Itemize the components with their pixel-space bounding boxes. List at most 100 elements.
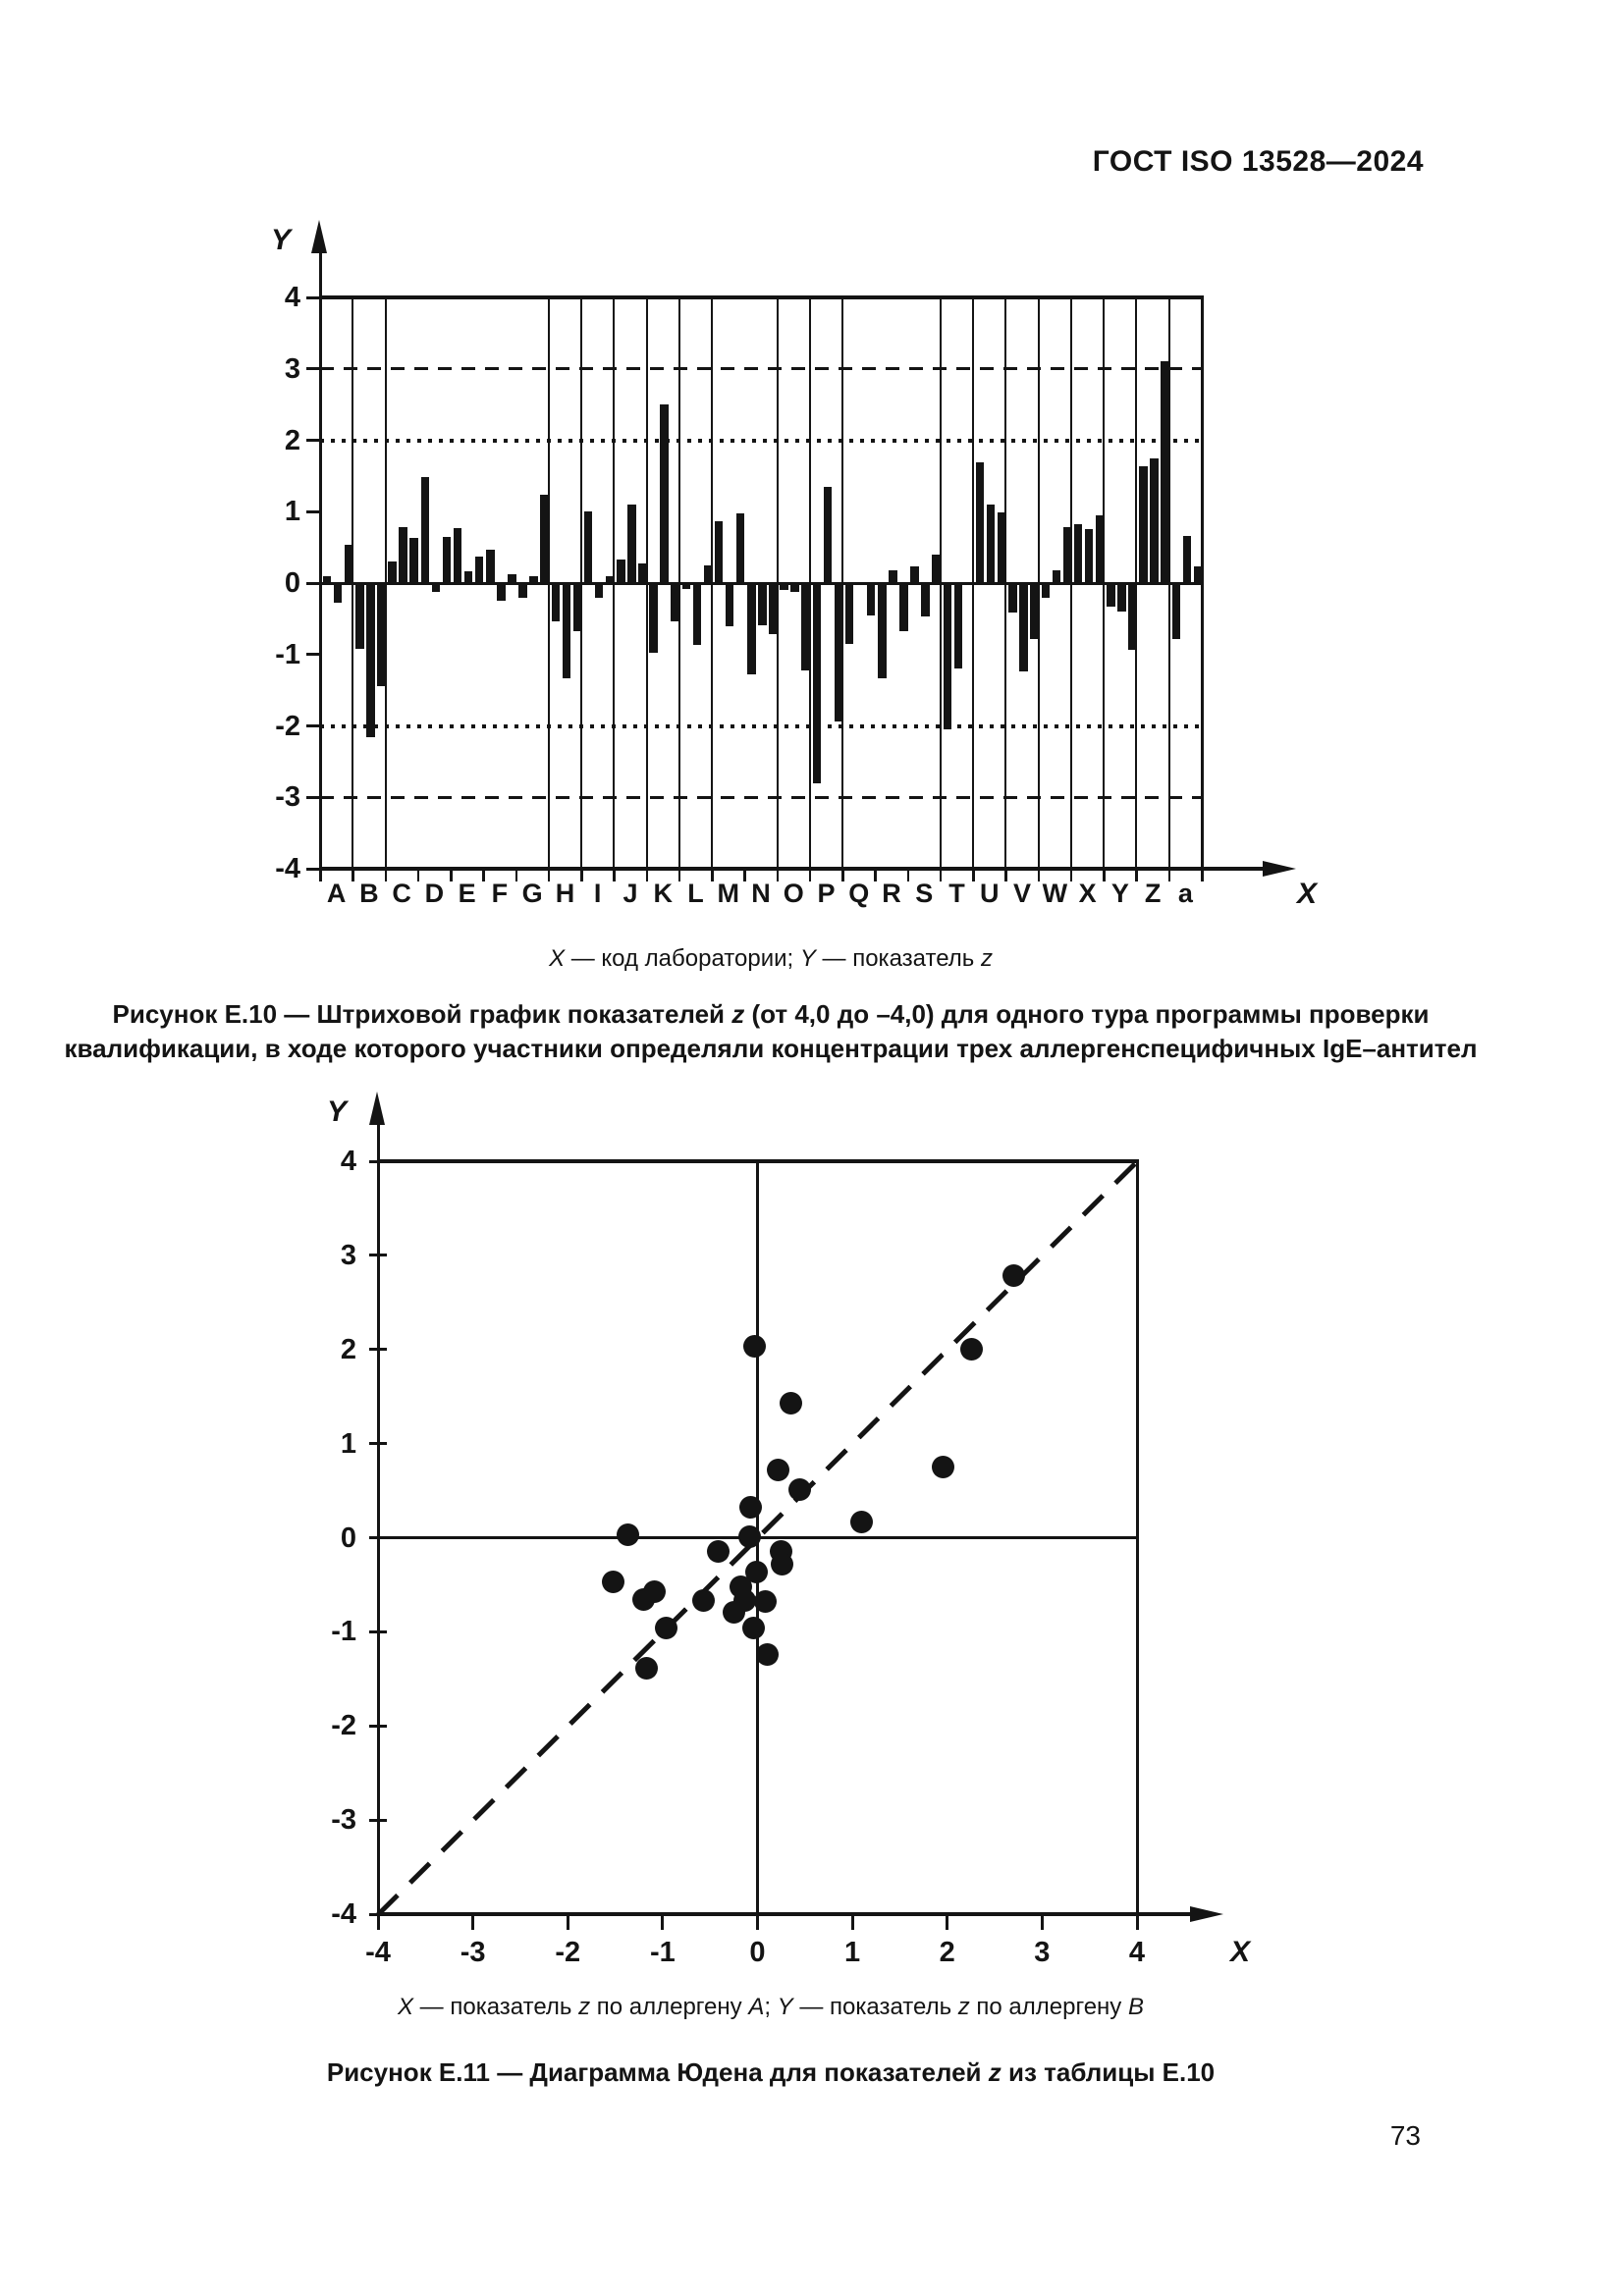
x-axis-line — [320, 867, 1267, 871]
x-boundary-tick — [1167, 871, 1171, 881]
lab-separator-G — [547, 297, 550, 869]
text-segment: — показатель — [413, 1994, 579, 2020]
bar-A-allergen-2 — [333, 583, 343, 604]
scatter-point-11 — [602, 1571, 625, 1594]
bar-X-allergen-3 — [1095, 514, 1105, 583]
y-tick-0 — [306, 581, 320, 585]
y-tick--3 — [369, 1818, 387, 1822]
bar-P-allergen-1 — [812, 583, 822, 783]
bar-E-allergen-2 — [463, 571, 473, 583]
plot-right-border — [1136, 1159, 1139, 1914]
x-boundary-tick — [514, 871, 518, 881]
category-label-T: T — [948, 879, 965, 908]
scatter-point-13 — [642, 1579, 666, 1603]
bar-Y-allergen-2 — [1117, 583, 1126, 613]
text-segment: Y — [799, 945, 816, 972]
lab-separator-S — [939, 297, 942, 869]
scatter-point-7 — [707, 1540, 731, 1564]
category-label-J: J — [623, 879, 638, 908]
text-segment: A — [748, 1994, 765, 2020]
bar-N-allergen-2 — [758, 583, 767, 625]
x-boundary-tick — [743, 871, 746, 881]
category-label-P: P — [817, 879, 836, 908]
lab-separator-A — [352, 297, 354, 869]
lab-separator-T — [972, 297, 975, 869]
category-label-U: U — [980, 879, 1000, 908]
category-label-V: V — [1013, 879, 1032, 908]
bar-B-allergen-1 — [355, 583, 364, 649]
lab-separator-Z — [1167, 297, 1170, 869]
bar-M-allergen-3 — [735, 513, 745, 583]
text-segment: z — [731, 999, 745, 1029]
y-axis-arrow — [369, 1092, 385, 1125]
lab-separator-W — [1069, 297, 1072, 869]
y-tick--2 — [369, 1724, 387, 1728]
y-tick--1 — [369, 1629, 387, 1633]
bar-J-allergen-2 — [627, 504, 636, 583]
scatter-point-10 — [745, 1561, 769, 1584]
x-boundary-tick — [841, 871, 844, 881]
category-label-L: L — [687, 879, 704, 908]
bar-Z-allergen-1 — [1139, 466, 1148, 583]
bar-L-allergen-1 — [681, 583, 691, 589]
category-label-O: O — [783, 879, 804, 908]
x-boundary-tick — [352, 871, 354, 881]
x-tick-1 — [850, 1914, 854, 1930]
text-segment: z — [988, 2057, 1001, 2087]
text-segment: Рисунок Е.11 — Диаграмма Юдена для показ… — [326, 2057, 989, 2087]
bar-J-allergen-1 — [617, 559, 625, 583]
text-segment: z — [957, 1994, 970, 2020]
bar-S-allergen-2 — [921, 583, 930, 617]
x-tick--4 — [376, 1914, 380, 1930]
category-label-A: A — [326, 879, 347, 908]
bar-Q-allergen-1 — [844, 583, 854, 644]
scatter-point-20 — [742, 1617, 766, 1640]
figure-e10-caption-line2: квалификации, в ходе которого участники … — [0, 1032, 1542, 1066]
bar-S-allergen-1 — [910, 565, 919, 583]
bar-C-allergen-2 — [399, 527, 407, 583]
bar-W-allergen-1 — [1041, 583, 1050, 598]
y-tick--3 — [306, 795, 320, 799]
x-boundary-tick — [319, 871, 322, 881]
bar-W-allergen-3 — [1062, 527, 1071, 583]
x-boundary-tick — [547, 871, 551, 881]
x-boundary-tick — [645, 871, 649, 881]
lab-separator-U — [1004, 297, 1007, 869]
text-segment: X — [398, 1994, 414, 2020]
youden-plot-axis-key: X — показатель z по аллергену A; Y — пок… — [0, 1993, 1542, 2022]
category-label-C: C — [392, 879, 411, 908]
x-axis-line — [378, 1912, 1194, 1916]
text-segment: из таблицы Е.10 — [1001, 2057, 1216, 2087]
x-tick-0 — [756, 1914, 759, 1930]
category-label-Z: Z — [1144, 879, 1162, 908]
text-segment: по аллергену — [590, 1994, 749, 2020]
y-tick-label--4: -4 — [275, 853, 300, 884]
category-label-X: X — [1078, 879, 1097, 908]
y-axis-line — [318, 240, 322, 871]
scatter-point-23 — [850, 1510, 874, 1533]
text-segment: Рисунок Е.10 — Штриховой график показате… — [112, 999, 732, 1029]
y-tick-label-1: 1 — [284, 496, 300, 528]
y-tick-label-1: 1 — [340, 1427, 356, 1460]
scatter-point-25 — [960, 1338, 984, 1362]
category-label-I: I — [593, 879, 602, 908]
bar-K-allergen-1 — [649, 583, 658, 654]
bar-G-allergen-3 — [540, 494, 549, 583]
y-tick-4 — [306, 295, 320, 299]
category-label-D: D — [424, 879, 445, 908]
y-tick-label-3: 3 — [284, 352, 300, 385]
x-boundary-tick — [416, 871, 420, 881]
category-label-B: B — [359, 879, 379, 908]
scatter-point-9 — [771, 1552, 794, 1575]
category-label-W: W — [1042, 879, 1068, 908]
y-axis-name: Y — [326, 1095, 347, 1128]
category-label-a: a — [1177, 879, 1193, 908]
plot-top-border — [320, 295, 1204, 299]
x-tick-2 — [946, 1914, 949, 1930]
y-axis-line — [376, 1117, 380, 1916]
x-tick--2 — [566, 1914, 569, 1930]
page-number: 73 — [1389, 2120, 1421, 2151]
category-label-Q: Q — [848, 879, 870, 908]
